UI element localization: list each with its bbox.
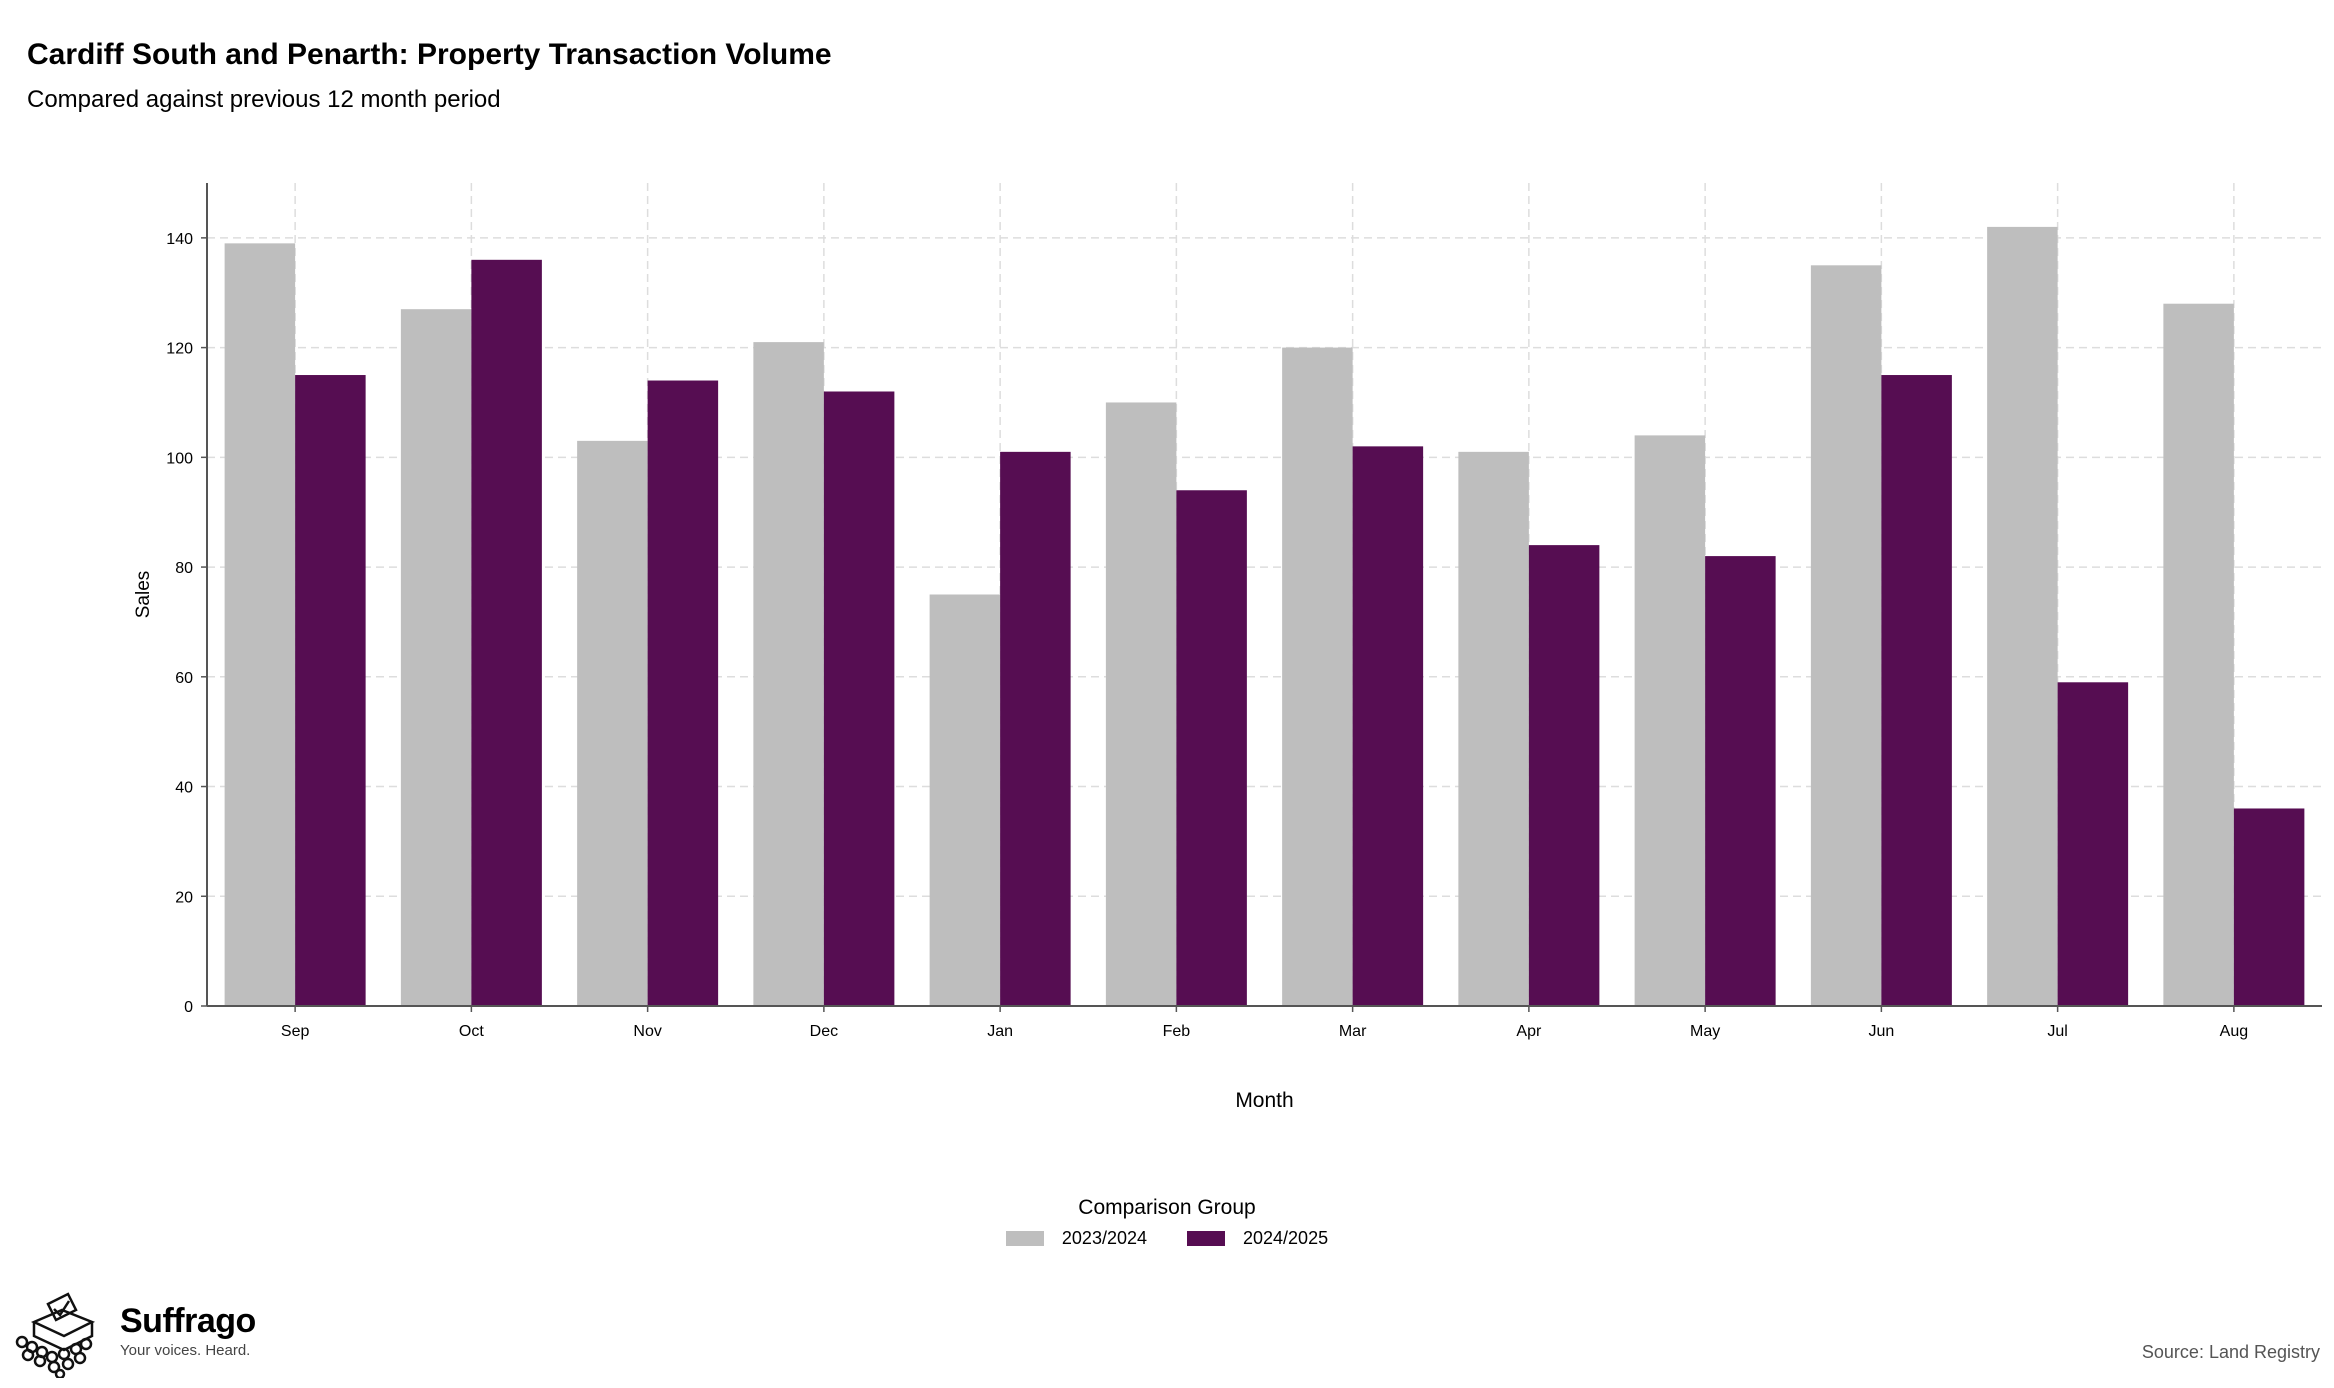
chart-title: Cardiff South and Penarth: Property Tran… xyxy=(27,38,832,71)
bar-2023-2024-sep xyxy=(224,243,296,1006)
x-axis-title: Month xyxy=(1235,1089,1293,1112)
x-tick-label: Sep xyxy=(281,1023,310,1040)
x-tick-label: Oct xyxy=(459,1023,484,1040)
legend-item-2023-2024: 2023/2024 xyxy=(1005,1228,1147,1249)
bar-2023-2024-mar xyxy=(1282,347,1353,1007)
bar-2023-2024-aug xyxy=(2163,303,2234,1006)
ballot-box-crowd-icon xyxy=(15,1292,96,1378)
bar-2024-2025-mar xyxy=(1352,446,1424,1006)
x-tick-label: Dec xyxy=(810,1023,838,1040)
source-note: Source: Land Registry xyxy=(2141,1342,2320,1362)
legend: Comparison Group 2023/2024 2024/2025 xyxy=(0,1196,2334,1249)
bar-2023-2024-apr xyxy=(1458,451,1529,1006)
bar-2024-2025-may xyxy=(1705,556,1776,1006)
bar-2023-2024-jan xyxy=(929,594,1001,1006)
x-tick-label: Nov xyxy=(633,1023,661,1040)
x-tick-label: Aug xyxy=(2220,1023,2248,1040)
legend-item-2024-2025: 2024/2025 xyxy=(1187,1228,1328,1249)
x-tick-label: May xyxy=(1690,1023,1720,1040)
bar-2023-2024-may xyxy=(1634,435,1706,1006)
bar-2023-2024-nov xyxy=(577,440,648,1007)
y-tick-label: 140 xyxy=(166,231,193,248)
x-tick-label: Mar xyxy=(1339,1023,1367,1040)
x-tick-label: Jun xyxy=(1868,1023,1894,1040)
bar-2024-2025-sep xyxy=(295,375,366,1006)
legend-swatch xyxy=(1187,1231,1225,1246)
bar-2024-2025-nov xyxy=(647,380,719,1006)
legend-label: 2023/2024 xyxy=(1061,1228,1147,1248)
legend-title: Comparison Group xyxy=(1078,1196,1256,1219)
x-tick-label: Feb xyxy=(1163,1023,1191,1040)
bar-2024-2025-oct xyxy=(471,259,542,1006)
bar-2023-2024-feb xyxy=(1105,402,1177,1006)
bar-2024-2025-jun xyxy=(1881,375,1952,1006)
y-tick-label: 40 xyxy=(175,780,193,797)
brand-tagline: Your voices. Heard. xyxy=(120,1342,251,1359)
x-tick-label: Apr xyxy=(1516,1023,1542,1040)
axes xyxy=(201,183,2322,1012)
bar-2024-2025-jan xyxy=(1000,451,1071,1006)
x-tick-label: Jan xyxy=(987,1023,1013,1040)
y-tick-label: 60 xyxy=(175,670,193,687)
y-tick-label: 100 xyxy=(166,450,193,467)
y-axis-title: Sales xyxy=(133,571,154,619)
bar-2024-2025-apr xyxy=(1528,545,1600,1006)
legend-label: 2024/2025 xyxy=(1243,1228,1329,1248)
brand-logo: Suffrago Your voices. Heard. xyxy=(14,1292,256,1378)
y-tick-label: 20 xyxy=(175,889,193,906)
bar-2023-2024-oct xyxy=(400,309,472,1006)
brand-name: Suffrago xyxy=(120,1302,256,1340)
bar-2023-2024-dec xyxy=(753,342,824,1006)
y-tick-label: 80 xyxy=(175,560,193,577)
bar-2023-2024-jun xyxy=(1810,265,1882,1006)
bar-2024-2025-jul xyxy=(2057,682,2129,1006)
bars xyxy=(224,226,2305,1007)
y-tick-label: 120 xyxy=(166,341,193,358)
bar-2024-2025-aug xyxy=(2233,808,2305,1006)
axis-labels: 0 20 40 60 80 100 120 140 Sep Oct Nov Dec Jan Feb Mar A… xyxy=(133,231,2248,1112)
chart-subtitle: Compared against previous 12 month perio… xyxy=(27,86,501,113)
y-tick-label: 0 xyxy=(184,999,193,1016)
bar-2023-2024-jul xyxy=(1987,226,2058,1007)
legend-swatch xyxy=(1005,1231,1044,1246)
bar-2024-2025-feb xyxy=(1176,490,1247,1007)
bar-2024-2025-dec xyxy=(823,391,895,1006)
x-tick-label: Jul xyxy=(2047,1023,2067,1040)
legend-items: 2023/2024 2024/2025 xyxy=(0,1228,2334,1249)
